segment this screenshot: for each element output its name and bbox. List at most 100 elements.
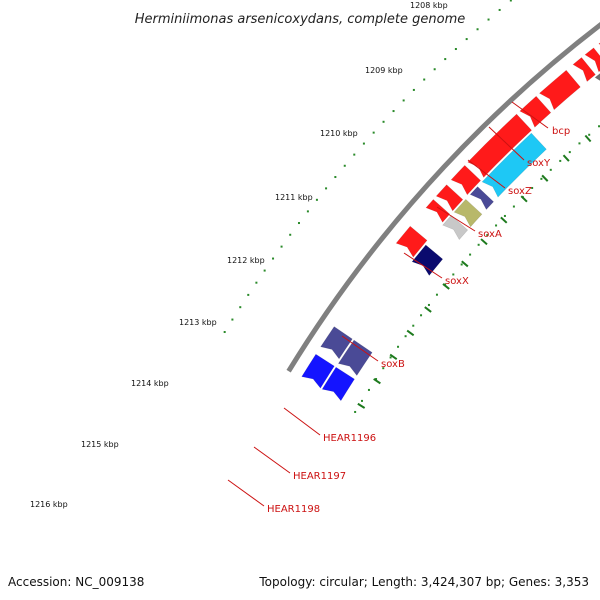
tick-label: 1211 kbp bbox=[275, 193, 313, 202]
guide-dot bbox=[460, 263, 463, 266]
tick-label: 1214 kbp bbox=[131, 379, 169, 388]
gene-block bbox=[450, 164, 482, 196]
guide-dot bbox=[559, 159, 562, 162]
tick-label: 1212 kbp bbox=[227, 256, 265, 265]
guide-dot bbox=[512, 205, 515, 208]
map-title: Herminiimonas arsenicoxydans, complete g… bbox=[135, 12, 465, 27]
guide-dot bbox=[486, 234, 489, 237]
guide-dot bbox=[272, 257, 275, 260]
callout-line bbox=[341, 335, 379, 362]
gene-block bbox=[301, 353, 335, 389]
guide-dot bbox=[389, 356, 392, 359]
guide-dot bbox=[231, 318, 234, 321]
guide-dot bbox=[568, 151, 571, 154]
gene-block bbox=[594, 73, 600, 81]
scale-tick bbox=[389, 353, 398, 360]
guide-dot bbox=[353, 153, 356, 156]
gene-block bbox=[442, 214, 469, 241]
gene-block bbox=[584, 47, 600, 73]
guide-dot bbox=[423, 78, 426, 81]
callout-line bbox=[283, 407, 321, 436]
callout-line bbox=[467, 159, 506, 189]
guide-dot bbox=[382, 120, 385, 123]
gene-block bbox=[411, 244, 444, 277]
callout-line bbox=[436, 206, 476, 232]
guide-dot bbox=[454, 48, 457, 51]
scale-tick bbox=[357, 402, 366, 409]
gene-block bbox=[453, 198, 483, 228]
scale-tick bbox=[406, 329, 415, 337]
gene-label-hear1196: HEAR1196 bbox=[323, 433, 376, 444]
callout-line bbox=[511, 101, 549, 129]
scale-tick bbox=[461, 260, 469, 268]
scale-tick bbox=[562, 154, 570, 162]
guide-dot bbox=[343, 164, 346, 167]
gene-block bbox=[425, 199, 451, 223]
guide-dot bbox=[255, 281, 258, 284]
guide-dot bbox=[433, 68, 436, 71]
gene-callout-layer bbox=[227, 101, 549, 507]
genome-summary-text: Topology: circular; Length: 3,424,307 bp… bbox=[258, 575, 589, 589]
gene-label-layer: bcp soxY soxZ soxA soxX soxB HEAR1196 HE… bbox=[267, 126, 570, 515]
guide-dot bbox=[465, 38, 468, 41]
scale-tick bbox=[500, 216, 508, 224]
guide-dot bbox=[247, 293, 250, 296]
guide-dot bbox=[477, 243, 480, 246]
gene-label-soxx: soxX bbox=[445, 276, 469, 287]
tick-label: 1215 kbp bbox=[81, 440, 119, 449]
gene-label-soxz: soxZ bbox=[508, 186, 532, 197]
guide-dot bbox=[531, 186, 534, 189]
guide-dot bbox=[452, 273, 455, 276]
guide-dot bbox=[487, 18, 490, 21]
guide-dot bbox=[549, 168, 552, 171]
guide-dot bbox=[372, 131, 375, 134]
gene-label-hear1198: HEAR1198 bbox=[267, 504, 320, 515]
guide-dot bbox=[588, 133, 591, 136]
guide-dot bbox=[263, 269, 266, 272]
tick-label: 1208 kbp bbox=[410, 1, 448, 10]
guide-dot bbox=[503, 214, 506, 217]
gene-label-hear1197: HEAR1197 bbox=[293, 471, 346, 482]
guide-dot bbox=[412, 324, 415, 327]
guide-dot bbox=[362, 142, 365, 145]
guide-dot bbox=[325, 187, 328, 190]
guide-dot bbox=[444, 58, 447, 61]
guide-dot bbox=[297, 222, 300, 225]
guide-dot bbox=[306, 210, 309, 213]
gene-block bbox=[321, 366, 355, 402]
scale-tick bbox=[424, 306, 432, 313]
guide-dot bbox=[476, 28, 479, 31]
guide-dot bbox=[334, 176, 337, 179]
scale-tick bbox=[442, 283, 450, 290]
tick-label: 1209 kbp bbox=[365, 66, 403, 75]
gene-block bbox=[572, 57, 596, 82]
guide-dot bbox=[289, 233, 292, 236]
guide-dot bbox=[540, 177, 543, 180]
guide-dot bbox=[402, 99, 405, 102]
gene-block bbox=[435, 184, 464, 212]
gene-label-soxy: soxY bbox=[527, 158, 551, 169]
guide-dot bbox=[495, 224, 498, 227]
guide-dot bbox=[427, 303, 430, 306]
guide-dot bbox=[598, 125, 600, 128]
guide-dot bbox=[315, 198, 318, 201]
scale-tick bbox=[480, 238, 488, 246]
callout-line bbox=[253, 446, 291, 474]
guide-dot bbox=[420, 314, 423, 317]
gene-block bbox=[467, 113, 533, 178]
guide-dot bbox=[354, 410, 357, 413]
guide-dot bbox=[392, 110, 395, 113]
guide-dot bbox=[412, 88, 415, 91]
scale-tick bbox=[520, 195, 528, 203]
guide-dot bbox=[469, 253, 472, 256]
gene-block bbox=[469, 186, 495, 211]
guide-dot bbox=[578, 142, 581, 145]
guide-dot bbox=[223, 331, 226, 334]
guide-dot bbox=[375, 378, 378, 381]
gene-label-soxa: soxA bbox=[478, 229, 502, 240]
guide-dot bbox=[360, 399, 363, 402]
genome-backbone-arc bbox=[286, 22, 600, 373]
gene-track-layer bbox=[301, 42, 600, 402]
guide-dot bbox=[397, 345, 400, 348]
